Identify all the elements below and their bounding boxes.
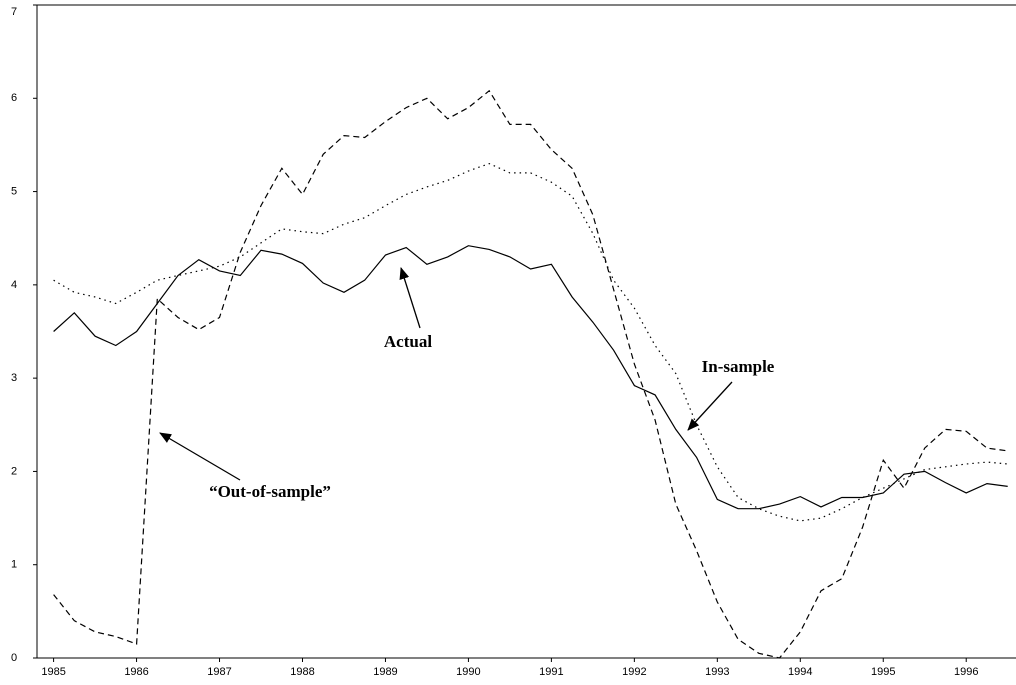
y-tick-label: 3 [11,372,17,384]
x-tick-label: 1995 [871,666,895,678]
x-tick-label: 1993 [705,666,729,678]
annotation: “Out-of-sample” [209,482,331,501]
x-tick-label: 1988 [290,666,314,678]
annotation: Actual [384,332,432,351]
series-line [53,162,1008,522]
x-tick-label: 1991 [539,666,563,678]
x-tick-label: 1985 [41,666,65,678]
y-tick-label: 7 [11,6,17,18]
x-tick-label: 1989 [373,666,397,678]
x-tick-label: 1987 [207,666,231,678]
x-tick-label: 1990 [456,666,480,678]
y-tick-label: 1 [11,559,17,571]
arrow [687,381,733,431]
x-tick-label: 1996 [954,666,978,678]
y-tick-label: 4 [11,279,17,291]
arrow [399,267,421,329]
arrow [159,432,241,481]
x-tick-label: 1994 [788,666,812,678]
y-tick-label: 2 [11,465,17,477]
x-tick-label: 1986 [124,666,148,678]
y-tick-label: 6 [11,92,17,104]
annotation: In-sample [702,357,775,376]
series-line [53,89,1008,659]
series-line [53,245,1008,510]
y-tick-label: 5 [11,185,17,197]
y-tick-label: 0 [11,652,17,664]
x-tick-label: 1992 [622,666,646,678]
